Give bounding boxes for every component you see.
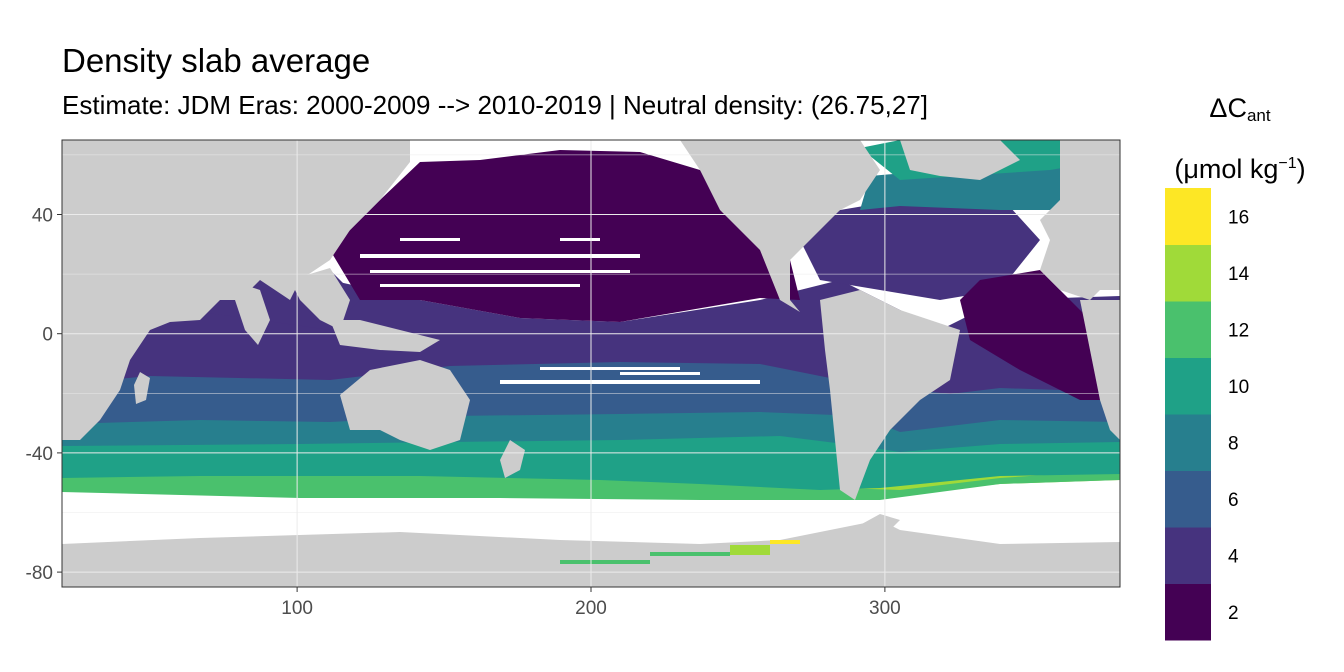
grid bbox=[62, 140, 1120, 587]
y-tick-label: 40 bbox=[32, 206, 53, 227]
y-axis: 40 0 -40 -80 bbox=[26, 206, 62, 584]
legend-break-label: 14 bbox=[1228, 264, 1250, 285]
chart-title: Density slab average bbox=[62, 42, 371, 79]
antarctic-coast-values bbox=[560, 540, 800, 564]
legend-break-label: 2 bbox=[1228, 603, 1239, 624]
nodata-streaks bbox=[360, 238, 760, 384]
land-south-america bbox=[820, 290, 960, 500]
legend-bin bbox=[1165, 414, 1211, 471]
x-axis: 100 200 300 bbox=[281, 587, 901, 619]
map-panel bbox=[62, 140, 1120, 587]
legend-bin bbox=[1165, 301, 1211, 358]
land-southeast-asia bbox=[290, 268, 350, 330]
legend-bin bbox=[1165, 244, 1211, 302]
legend-break-label: 10 bbox=[1228, 377, 1249, 398]
legend-bin bbox=[1165, 470, 1211, 528]
y-tick-label: -80 bbox=[26, 563, 53, 584]
chart-subtitle: Estimate: JDM Eras: 2000-2009 --> 2010-2… bbox=[62, 90, 928, 120]
land-greenland bbox=[900, 140, 1020, 180]
y-tick-label: 0 bbox=[42, 325, 53, 346]
land-north-america bbox=[680, 140, 880, 312]
land-india bbox=[230, 280, 270, 345]
legend-labels: 2 4 6 8 10 12 14 16 bbox=[1228, 207, 1250, 624]
legend-break-label: 4 bbox=[1228, 546, 1239, 567]
legend-bin bbox=[1165, 357, 1211, 415]
legend-title: ΔCant (μmol kg−1) bbox=[1160, 84, 1320, 193]
legend-break-label: 6 bbox=[1228, 490, 1239, 511]
ocean-band-east-atlantic bbox=[960, 270, 1110, 400]
land-africa-south bbox=[1080, 300, 1120, 440]
land-africa-east-half bbox=[1040, 140, 1120, 300]
x-tick-label: 200 bbox=[575, 598, 607, 619]
legend-break-label: 12 bbox=[1228, 320, 1249, 341]
legend-bin bbox=[1165, 527, 1211, 584]
land-antarctic-peninsula bbox=[860, 514, 900, 530]
y-tick-label: -40 bbox=[26, 444, 53, 465]
x-tick-label: 100 bbox=[281, 598, 313, 619]
legend-break-label: 8 bbox=[1228, 433, 1239, 454]
x-tick-label: 300 bbox=[869, 598, 901, 619]
land-new-zealand bbox=[500, 440, 525, 478]
land-madagascar bbox=[134, 372, 150, 404]
legend-break-label: 16 bbox=[1228, 207, 1249, 228]
land-australia bbox=[340, 360, 470, 450]
legend-colorbar bbox=[1165, 188, 1211, 641]
legend-bin bbox=[1165, 188, 1211, 245]
legend-unit: (μmol kg−1) bbox=[1174, 154, 1306, 184]
ocean-band-north-pacific bbox=[330, 150, 800, 322]
legend-bin bbox=[1165, 583, 1211, 641]
land-maritime-asia bbox=[330, 320, 440, 352]
legend-variable: ΔCant bbox=[1209, 93, 1271, 125]
